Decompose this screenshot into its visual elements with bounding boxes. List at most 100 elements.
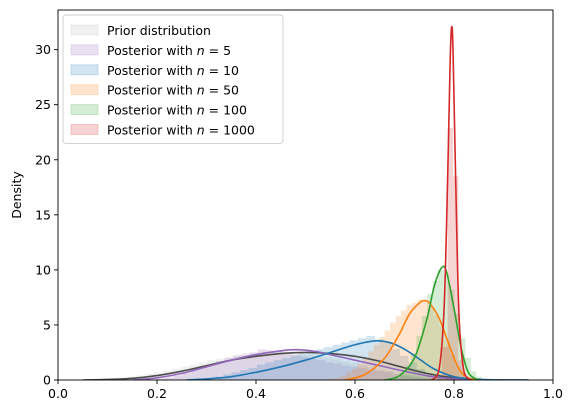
- hist-bar: [405, 365, 411, 380]
- hist-bar: [400, 373, 406, 380]
- hist-bar: [162, 370, 172, 380]
- hist-bar: [243, 353, 253, 380]
- legend-swatch: [70, 24, 99, 36]
- kde-curve-3: [344, 299, 480, 380]
- y-tick-label: 5: [43, 317, 51, 332]
- legend-item: Prior distribution: [70, 23, 211, 38]
- hist-bar: [421, 377, 431, 380]
- hist-bar: [308, 359, 317, 380]
- hist-bar: [335, 377, 342, 380]
- hist-bar: [249, 352, 258, 380]
- hist-bar: [374, 339, 384, 380]
- hist-bar: [401, 310, 407, 380]
- hist-bar: [350, 366, 359, 380]
- hist-bar: [307, 351, 316, 380]
- hist-bar: [290, 355, 300, 380]
- legend-swatch: [70, 44, 99, 56]
- hist-bar: [234, 354, 244, 380]
- legend-swatch: [70, 84, 99, 96]
- hist-bar: [315, 349, 325, 380]
- x-tick-label: 0.6: [345, 386, 365, 401]
- legend-swatch: [70, 104, 99, 116]
- hist-bar: [357, 338, 367, 380]
- hist-bar: [426, 378, 435, 380]
- hist-bar: [470, 371, 477, 380]
- hist-bar: [408, 362, 417, 380]
- hist-bar: [368, 351, 374, 380]
- hist-bar: [433, 315, 440, 380]
- legend-label: Posterior with n = 10: [107, 63, 239, 78]
- hist-bar: [427, 294, 433, 380]
- hist-bar: [391, 349, 401, 380]
- hist-bar: [283, 352, 292, 380]
- hist-bar: [395, 316, 402, 380]
- legend-label: Posterior with n = 5: [107, 43, 231, 58]
- hist-bar: [436, 376, 443, 380]
- hist-bar: [406, 305, 412, 380]
- hist-bar: [447, 127, 454, 380]
- hist-bar: [450, 354, 456, 380]
- x-axis-ticks: 0.0 0.2 0.4 0.6 0.8 1.0: [48, 380, 563, 401]
- hist-bar: [383, 342, 392, 380]
- hist-bar: [444, 340, 451, 380]
- kde-curve-5: [430, 25, 473, 380]
- kde-curve-0: [81, 351, 530, 380]
- hist-bar: [458, 360, 464, 380]
- hist-bar: [454, 313, 460, 380]
- axes-frame: [57, 9, 554, 381]
- hist-bar: [442, 346, 448, 380]
- hist-bar: [252, 352, 261, 380]
- hist-bar: [300, 356, 309, 380]
- hist-bar: [425, 374, 434, 380]
- x-tick-label: 0.4: [246, 386, 266, 401]
- histogram-1: [157, 349, 452, 380]
- hist-bar: [330, 378, 336, 380]
- hist-bar: [257, 349, 267, 380]
- legend-item: Posterior with n = 100: [70, 103, 247, 118]
- x-tick-label: 0.2: [147, 386, 167, 401]
- kde-curve-4: [383, 265, 480, 380]
- hist-bar: [282, 357, 291, 380]
- legend: Prior distribution Posterior with n = 5 Po…: [62, 14, 284, 144]
- hist-bar: [358, 367, 368, 380]
- hist-bar: [434, 378, 444, 380]
- legend-swatch: [70, 64, 99, 76]
- hist-bar: [189, 364, 199, 380]
- hist-bar: [367, 370, 376, 380]
- hist-bar: [232, 355, 242, 380]
- y-tick-label: 30: [35, 42, 51, 57]
- hist-bar: [417, 377, 427, 380]
- hist-bar: [366, 335, 375, 380]
- hist-bar: [225, 356, 235, 380]
- hist-bar: [394, 377, 401, 380]
- hist-bar: [305, 354, 315, 380]
- hist-bar: [417, 299, 423, 380]
- hist-bar: [190, 370, 200, 380]
- hist-bar: [296, 353, 306, 380]
- legend-label: Posterior with n = 100: [107, 103, 247, 118]
- hist-bar: [216, 358, 226, 380]
- hist-bar: [324, 346, 333, 380]
- legend-label: Posterior with n = 1000: [107, 123, 255, 138]
- hist-bar: [428, 307, 434, 380]
- hist-bar: [403, 375, 413, 380]
- kde-curve-1: [131, 348, 480, 380]
- legend-item: Posterior with n = 5: [70, 43, 231, 58]
- hist-bar: [269, 351, 279, 380]
- hist-bar: [332, 344, 342, 380]
- hist-bar: [384, 372, 393, 380]
- hist-bar: [241, 354, 250, 380]
- hist-bar: [332, 359, 342, 380]
- hist-bar: [362, 357, 369, 380]
- hist-bar: [432, 280, 439, 380]
- y-tick-label: 0: [43, 373, 51, 388]
- hist-bar: [341, 375, 347, 380]
- legend-item: Posterior with n = 10: [70, 63, 239, 78]
- hist-bar: [438, 269, 444, 380]
- hist-bar: [266, 350, 275, 380]
- legend-box: [62, 14, 284, 144]
- x-tick-label: 0.0: [48, 386, 68, 401]
- y-tick-label: 25: [35, 97, 51, 112]
- hist-bar: [358, 365, 368, 380]
